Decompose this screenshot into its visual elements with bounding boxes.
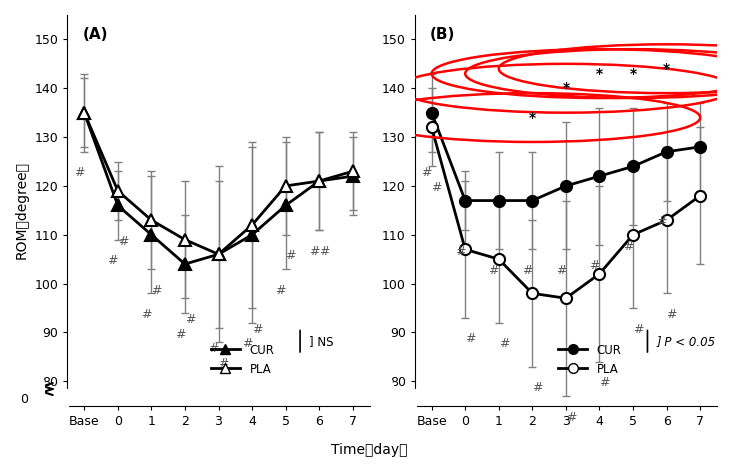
PLA: [662, 217, 671, 223]
Legend: CUR, PLA: CUR, PLA: [205, 339, 279, 380]
Text: *: *: [562, 81, 570, 95]
Y-axis label: ROM（degree）: ROM（degree）: [15, 161, 29, 260]
PLA: [695, 193, 704, 199]
CUR: [315, 178, 324, 184]
Text: #: #: [633, 322, 644, 336]
PLA: [629, 232, 638, 238]
PLA: [180, 237, 189, 242]
PLA: [282, 183, 290, 189]
Text: #: #: [74, 166, 84, 179]
CUR: [595, 173, 604, 179]
CUR: [662, 149, 671, 155]
Text: #: #: [599, 377, 610, 390]
CUR: [113, 203, 122, 208]
PLA: [461, 247, 470, 252]
Text: #: #: [218, 357, 229, 370]
PLA: [595, 271, 604, 277]
CUR: [629, 164, 638, 169]
Text: #: #: [465, 332, 475, 345]
CUR: [528, 198, 537, 203]
Text: #: #: [309, 245, 319, 258]
Text: #: #: [107, 254, 118, 267]
Text: #: #: [151, 284, 162, 296]
PLA: [147, 217, 156, 223]
PLA: [348, 169, 357, 174]
Text: #: #: [656, 215, 667, 228]
Line: CUR: CUR: [78, 107, 358, 270]
PLA: [528, 291, 537, 296]
Legend: CUR, PLA: CUR, PLA: [554, 339, 627, 380]
Text: #: #: [208, 342, 219, 355]
Text: #: #: [276, 284, 286, 296]
Text: #: #: [522, 264, 533, 277]
Text: #: #: [455, 245, 466, 258]
Text: #: #: [118, 235, 128, 248]
Text: ] P < 0.05: ] P < 0.05: [656, 335, 715, 348]
Text: #: #: [556, 264, 566, 277]
Text: *: *: [663, 62, 670, 75]
CUR: [248, 232, 256, 238]
CUR: [348, 173, 357, 179]
Text: #: #: [432, 181, 442, 194]
PLA: [214, 252, 223, 257]
CUR: [494, 198, 503, 203]
Text: #: #: [667, 308, 677, 321]
Text: #: #: [285, 249, 296, 262]
Text: *: *: [630, 67, 636, 81]
CUR: [562, 183, 571, 189]
Text: #: #: [532, 381, 542, 394]
PLA: [494, 256, 503, 262]
CUR: [427, 110, 436, 116]
Text: #: #: [589, 259, 599, 272]
Text: #: #: [499, 337, 509, 350]
Line: PLA: PLA: [426, 122, 706, 304]
CUR: [80, 110, 89, 116]
PLA: [315, 178, 324, 184]
Text: #: #: [623, 240, 633, 253]
PLA: [427, 124, 436, 130]
Text: #: #: [488, 264, 499, 277]
CUR: [695, 144, 704, 150]
Line: PLA: PLA: [78, 107, 358, 260]
CUR: [147, 232, 156, 238]
Text: 0: 0: [20, 393, 28, 406]
Text: #: #: [252, 322, 262, 336]
PLA: [113, 188, 122, 193]
Text: *: *: [529, 110, 536, 124]
Text: (B): (B): [430, 27, 455, 42]
CUR: [214, 252, 223, 257]
Text: #: #: [421, 166, 432, 179]
Text: ] NS: ] NS: [309, 335, 333, 348]
Text: #: #: [185, 313, 195, 326]
CUR: [282, 203, 290, 208]
PLA: [248, 222, 256, 228]
Text: #: #: [565, 411, 576, 424]
CUR: [180, 261, 189, 267]
Text: *: *: [596, 67, 603, 81]
Text: #: #: [319, 245, 330, 258]
Text: #: #: [174, 328, 185, 341]
Text: (A): (A): [83, 27, 108, 42]
PLA: [80, 110, 89, 116]
CUR: [461, 198, 470, 203]
Text: #: #: [242, 337, 252, 350]
PLA: [562, 295, 571, 301]
Text: #: #: [141, 308, 151, 321]
Line: CUR: CUR: [426, 107, 706, 206]
Text: Time（day）: Time（day）: [331, 443, 408, 457]
